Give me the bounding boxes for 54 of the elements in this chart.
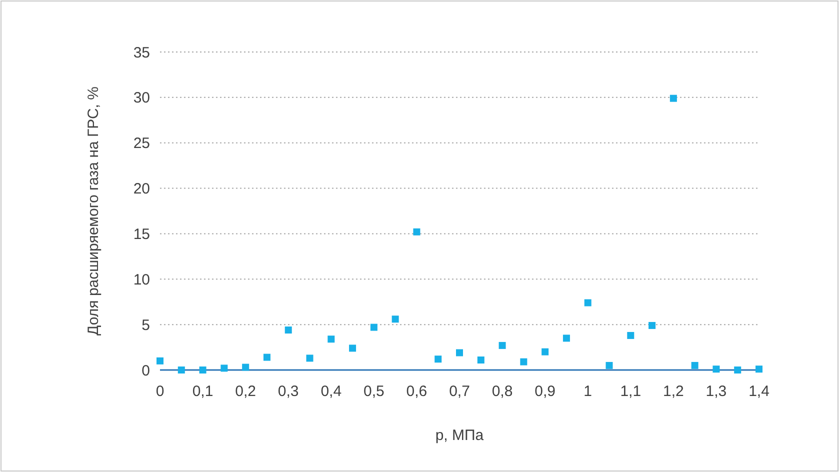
x-tick-label: 1 [584, 383, 592, 400]
point [413, 228, 420, 236]
point [562, 334, 570, 342]
x-tick-label: 0,1 [192, 383, 214, 400]
x-axis-title: p, МПа [435, 427, 484, 444]
point [734, 366, 742, 374]
point [520, 358, 528, 366]
x-tick-label: 0,6 [406, 383, 428, 400]
point [242, 364, 250, 371]
point [627, 332, 634, 339]
point [584, 299, 592, 306]
x-tick-label: 0,8 [492, 383, 513, 400]
x-tick-label: 0,4 [320, 383, 342, 400]
point [670, 94, 677, 102]
point [156, 357, 164, 364]
y-tick-label: 20 [133, 180, 150, 198]
point [606, 362, 613, 369]
x-tick-label: 0,2 [235, 383, 256, 400]
point [306, 354, 314, 362]
point [220, 364, 228, 372]
x-tick-label: 0 [156, 383, 164, 400]
x-tick-label: 1,4 [748, 383, 770, 400]
y-tick-label: 5 [142, 316, 150, 334]
x-tick-label: 0,9 [534, 383, 556, 400]
x-tick-label: 0,7 [449, 383, 470, 400]
point [370, 324, 378, 331]
point [263, 354, 270, 361]
x-tick-label: 1,3 [706, 383, 727, 400]
y-tick-label: 30 [133, 90, 150, 107]
point [349, 344, 356, 352]
x-tick-label: 0,3 [278, 383, 299, 400]
point [199, 366, 206, 374]
y-tick-label: 10 [133, 271, 150, 288]
x-tick-label: 1,2 [663, 383, 684, 400]
point [434, 356, 442, 363]
x-tick-label: 1,1 [620, 383, 642, 400]
y-tick-label: 35 [133, 44, 150, 62]
point [542, 348, 549, 356]
point [498, 342, 506, 349]
y-axis-title: Доля расширяемого газа на ГРС, % [85, 86, 102, 336]
point [756, 366, 762, 373]
x-tick-label: 0,5 [364, 383, 384, 400]
point [284, 326, 292, 334]
point [328, 336, 335, 343]
point [456, 349, 463, 356]
point [712, 366, 720, 373]
point [691, 362, 698, 369]
y-tick-label: 25 [133, 135, 150, 152]
y-tick-label: 0 [142, 362, 150, 380]
y-tick-label: 15 [133, 226, 150, 243]
point [178, 366, 185, 374]
point [477, 356, 484, 364]
point [648, 322, 656, 329]
point [392, 316, 399, 323]
